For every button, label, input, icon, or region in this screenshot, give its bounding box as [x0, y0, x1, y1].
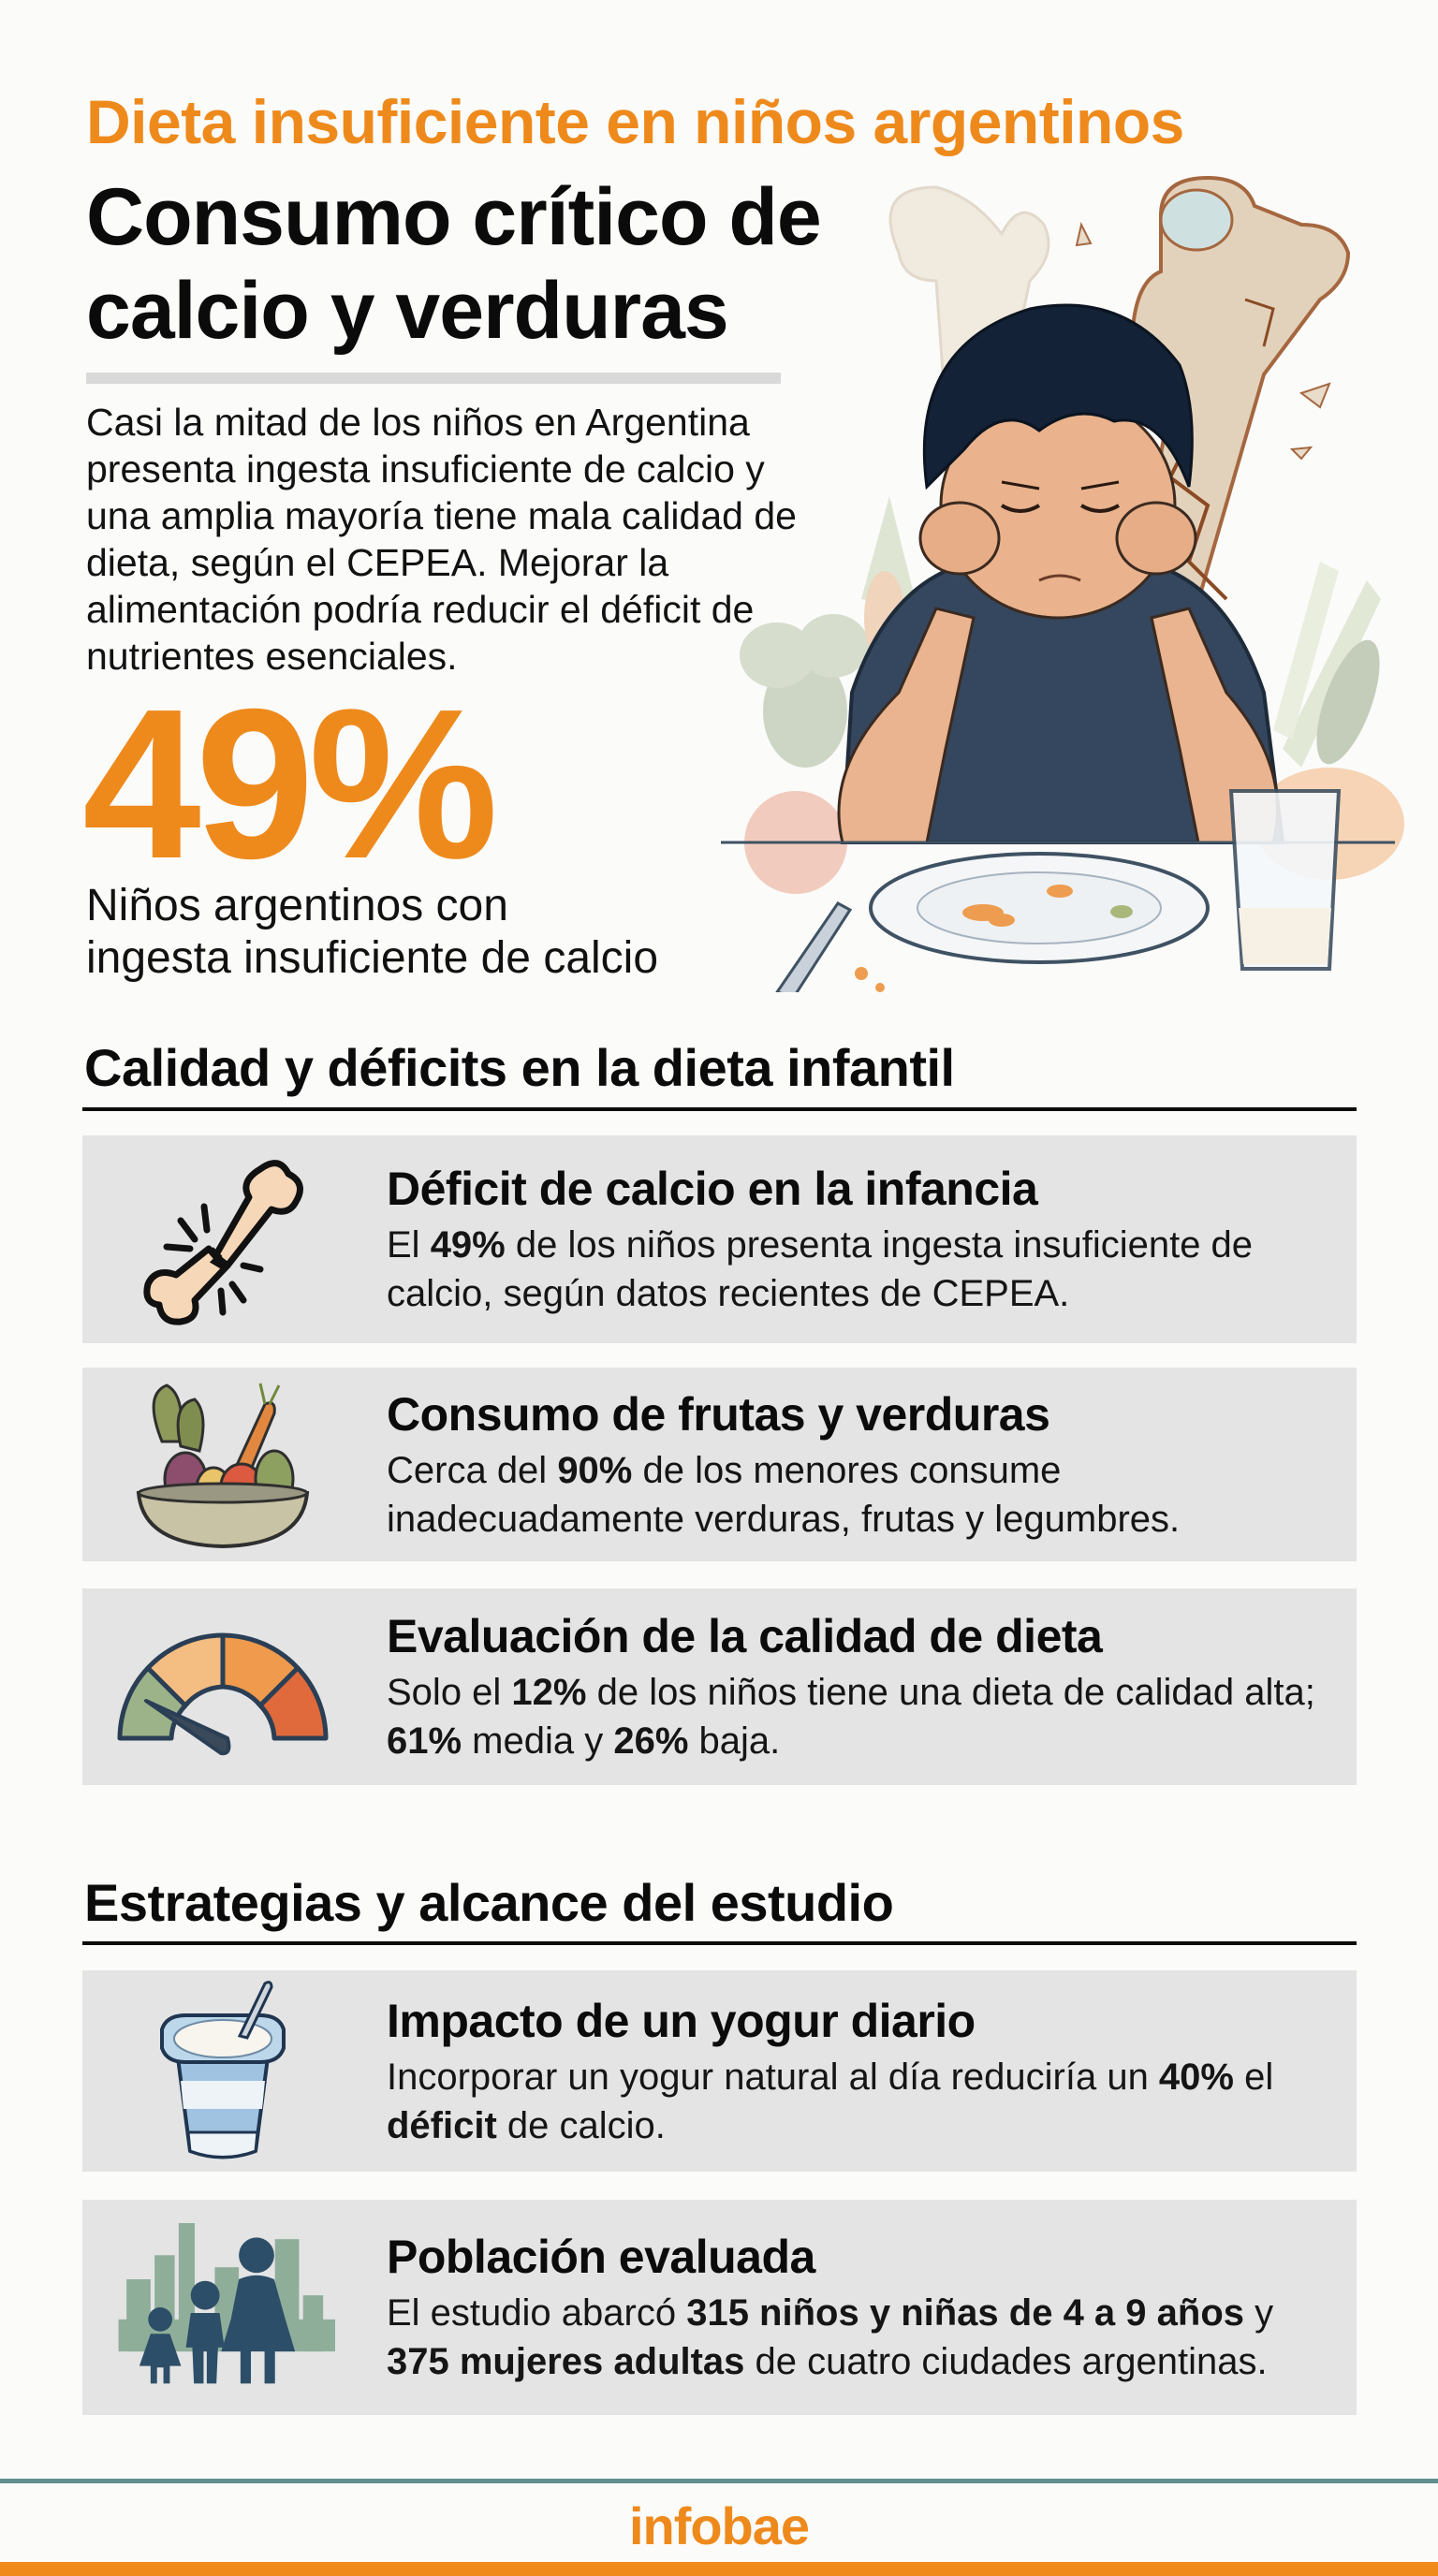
gauge-icon	[110, 1593, 335, 1780]
body-text: de los niños presenta ingesta insuficien…	[387, 1224, 1254, 1314]
card-title: Población evaluada	[387, 2231, 815, 2283]
highlight-text: 315 niños y niñas de 4 a 9 años	[686, 2292, 1245, 2334]
highlight-text: 90%	[557, 1449, 633, 1491]
footer-divider	[0, 2479, 1438, 2483]
card-title: Consumo de frutas y verduras	[387, 1387, 1050, 1441]
brand-logo[interactable]: infobae	[628, 2496, 810, 2555]
card-body: Incorporar un yogur natural al día reduc…	[387, 2053, 1338, 2150]
body-text: de los menores consume inadecuadamente v…	[387, 1449, 1181, 1540]
kicker-title: Dieta insuficiente en niños argentinos	[86, 87, 1184, 156]
body-text: el	[1233, 2056, 1274, 2098]
highlight-text: 49%	[430, 1224, 506, 1266]
broken-bone-icon	[110, 1146, 335, 1333]
highlight-text: 12%	[511, 1672, 587, 1713]
body-text: El estudio abarcó	[387, 2292, 687, 2334]
card-calcio: Déficit de calcio en la infancia El 49% …	[82, 1135, 1357, 1343]
intro-paragraph: Casi la mitad de los niños en Argentina …	[86, 401, 797, 678]
card-frutas-verduras: Consumo de frutas y verduras Cerca del 9…	[82, 1368, 1357, 1561]
body-text: media y	[462, 1720, 614, 1762]
card-yogur: Impacto de un yogur diario Incorporar un…	[82, 1970, 1357, 2172]
yogurt-cup-icon	[110, 1978, 335, 2165]
section-divider	[82, 1107, 1357, 1111]
section-divider	[82, 1941, 1357, 1945]
body-text: de calcio.	[496, 2104, 666, 2146]
section-title-estrategias: Estrategias y alcance del estudio	[84, 1873, 894, 1932]
card-title: Evaluación de la calidad de dieta	[387, 1610, 1103, 1662]
highlight-text: 40%	[1158, 2056, 1234, 2098]
hero-illustration-sad-boy-icon	[721, 175, 1404, 992]
card-body: El 49% de los niños presenta ingesta ins…	[387, 1221, 1338, 1318]
highlight-text: 375 mujeres adultas	[387, 2341, 745, 2382]
page-title-line-1: Consumo crítico de	[86, 172, 822, 262]
footer-bar	[0, 2562, 1438, 2576]
page-title: Consumo crítico de calcio y verduras	[86, 170, 822, 358]
body-text: baja.	[688, 1720, 781, 1762]
body-text: de cuatro ciudades argentinas.	[744, 2341, 1268, 2382]
card-poblacion: Población evaluada El estudio abarcó 315…	[82, 2200, 1357, 2415]
card-body: Solo el 12% de los niños tiene una dieta…	[387, 1668, 1338, 1765]
highlight-text: 61%	[387, 1720, 462, 1762]
card-body: El estudio abarcó 315 niños y niñas de 4…	[387, 2289, 1338, 2386]
key-stat-caption-line-2: ingesta insuficiente de calcio	[86, 933, 659, 983]
section-title-dieta: Calidad y déficits en la dieta infantil	[84, 1038, 955, 1097]
body-text: y	[1244, 2292, 1274, 2334]
highlight-text: 26%	[613, 1720, 689, 1762]
body-text: Cerca del	[387, 1449, 558, 1491]
card-body: Cerca del 90% de los menores consume ina…	[387, 1446, 1338, 1544]
body-text: El	[387, 1224, 431, 1266]
key-stat-caption-line-1: Niños argentinos con	[86, 881, 508, 930]
family-city-icon	[110, 2214, 335, 2401]
vegetable-bowl-icon	[110, 1371, 335, 1559]
card-title: Impacto de un yogur diario	[387, 1994, 976, 2047]
page-title-line-2: calcio y verduras	[86, 266, 729, 356]
body-text: Incorporar un yogur natural al día reduc…	[387, 2056, 1159, 2098]
highlight-text: déficit	[387, 2104, 497, 2146]
body-text: de los niños tiene una dieta de calidad …	[586, 1672, 1315, 1713]
card-calidad-dieta: Evaluación de la calidad de dieta Solo e…	[82, 1588, 1357, 1785]
title-underline	[86, 373, 781, 384]
key-stat-caption: Niños argentinos con ingesta insuficient…	[86, 880, 779, 985]
card-title: Déficit de calcio en la infancia	[387, 1163, 1038, 1215]
key-stat-value: 49%	[82, 666, 498, 903]
body-text: Solo el	[387, 1672, 512, 1713]
